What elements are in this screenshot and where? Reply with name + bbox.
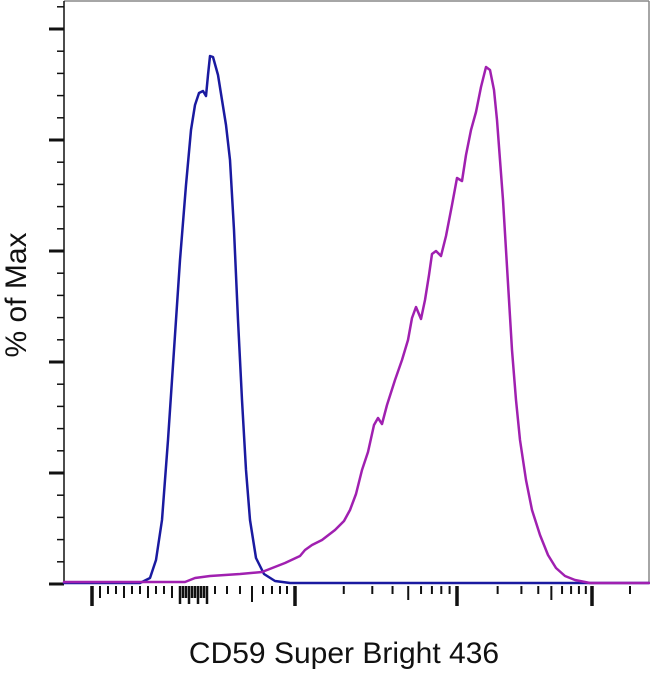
y-axis-ticks [49,6,64,586]
plot-frame [63,0,650,584]
x-axis-ticks [90,586,631,606]
unstained-control-curve [62,54,650,585]
x-axis-label: CD59 Super Bright 436 [188,637,500,670]
histogram-series [62,54,650,585]
cd59-stained-curve [62,65,650,585]
y-axis-label: % of Max [0,232,33,358]
